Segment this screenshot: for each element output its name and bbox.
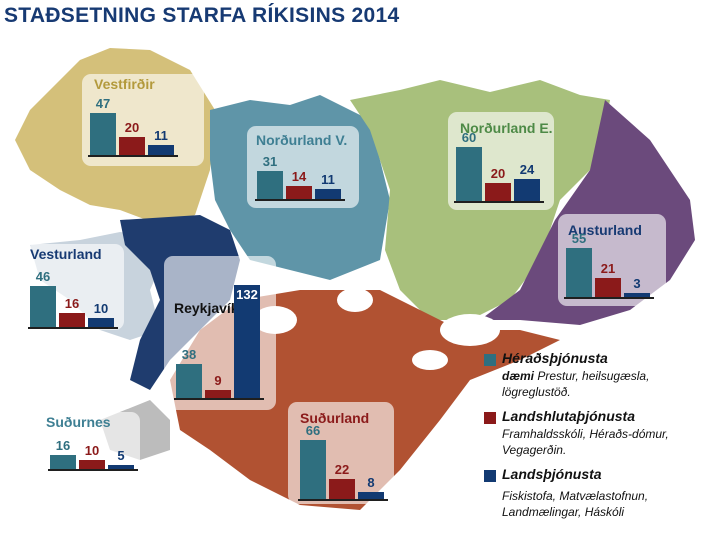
region-label-nordurland-v: Norðurland V. xyxy=(256,132,348,148)
bar-baseline xyxy=(298,499,388,501)
bar-value-label: 55 xyxy=(571,230,587,246)
region-label-vesturland: Vesturland xyxy=(30,246,102,262)
bar-su-urnes-2 xyxy=(108,464,134,469)
bar-value-label: 66 xyxy=(305,422,321,438)
bar-value-label: 22 xyxy=(334,462,350,478)
bar-value-label: 14 xyxy=(291,169,307,185)
legend-title-landsthjonusta: Landsþjónusta xyxy=(502,466,602,482)
bar-value-label: 9 xyxy=(214,372,222,388)
bar-vesturland-0 xyxy=(30,285,56,327)
bar-vesturland-2 xyxy=(88,318,114,327)
region-label-sudurland: Suðurland xyxy=(300,410,370,426)
region-label-austurland: Austurland xyxy=(568,222,642,238)
bar-value-label: 5 xyxy=(117,447,125,463)
glacier-shape xyxy=(412,350,448,370)
bar-nor-urland-v--0 xyxy=(257,171,283,199)
bar-value-label: 21 xyxy=(600,261,616,277)
bar-value-label: 11 xyxy=(154,128,168,144)
bar-value-label: 16 xyxy=(64,295,80,311)
bar-su-urland-2 xyxy=(358,491,384,499)
region-label-reykjavik: Reykjavík xyxy=(174,300,239,316)
bar-nor-urland-e--2 xyxy=(514,179,540,201)
bar-reykjav-k-2 xyxy=(234,285,260,398)
bar-value-label: 20 xyxy=(490,166,506,181)
bar-value-label: 11 xyxy=(321,172,335,188)
bar-value-label: 38 xyxy=(181,346,197,362)
legend-examples-heradsthjonusta: dæmi Prestur, heilsugæsla, lögreglustöð. xyxy=(502,368,697,400)
bar-value-label: 20 xyxy=(124,120,140,135)
legend-swatch-landsthjonusta xyxy=(484,470,496,482)
bar-nor-urland-v--2 xyxy=(315,189,341,199)
bar-value-label: 60 xyxy=(461,130,477,145)
legend-examples-landshlutathjonusta: Framhaldsskóli, Héraðs-dómur, Vegagerðin… xyxy=(502,427,669,457)
bar-value-label: 47 xyxy=(95,95,111,111)
legend-swatch-heradsthjonusta xyxy=(484,354,496,366)
bar-value-label: 10 xyxy=(93,301,109,316)
bar-baseline xyxy=(454,201,544,203)
bar-nor-urland-v--1 xyxy=(286,186,312,199)
bar-vestfir-ir-0 xyxy=(90,112,116,155)
region-label-vestfirdir: Vestfirðir xyxy=(94,76,155,92)
bar-austurland-0 xyxy=(566,247,592,297)
legend-examples-label: dæmi xyxy=(502,369,535,383)
bar-value-label: 31 xyxy=(262,154,278,170)
region-label-nordurland-e: Norðurland E. xyxy=(460,120,553,136)
glacier-shape xyxy=(337,288,373,312)
bar-value-label: 132 xyxy=(236,287,258,303)
bar-su-urland-1 xyxy=(329,479,355,499)
bar-reykjav-k-0 xyxy=(176,363,202,398)
bar-baseline xyxy=(48,469,138,471)
bar-nor-urland-e--1 xyxy=(485,183,511,201)
bar-value-label: 46 xyxy=(35,268,51,284)
bar-value-label: 8 xyxy=(367,474,375,490)
bar-vesturland-1 xyxy=(59,312,85,327)
legend-examples-landsthjonusta: Fiskistofa, Matvælastofnun, Landmælingar… xyxy=(502,489,649,519)
bar-su-urnes-1 xyxy=(79,460,105,469)
bar-value-label: 3 xyxy=(633,276,641,291)
bar-su-urnes-0 xyxy=(50,454,76,469)
bar-baseline xyxy=(88,155,178,157)
legend-title-heradsthjonusta: Héraðsþjónusta xyxy=(502,350,608,366)
bar-value-label: 10 xyxy=(84,443,100,458)
bar-austurland-2 xyxy=(624,293,650,297)
bar-su-urland-0 xyxy=(300,439,326,499)
bar-value-label: 24 xyxy=(519,162,535,178)
region-label-sudurnes: Suðurnes xyxy=(46,414,111,430)
glacier-shape xyxy=(440,314,500,346)
map-title: STAÐSETNING STARFA RÍKISINS 2014 xyxy=(4,4,400,27)
bar-value-label: 16 xyxy=(55,437,71,453)
legend-examples-text: Prestur, heilsugæsla, lögreglustöð. xyxy=(502,369,650,399)
bar-baseline xyxy=(174,398,264,400)
bar-vestfir-ir-1 xyxy=(119,137,145,155)
bar-nor-urland-e--0 xyxy=(456,147,482,201)
bar-baseline xyxy=(255,199,345,201)
bar-baseline xyxy=(564,297,654,299)
bar-austurland-1 xyxy=(595,278,621,297)
bar-baseline xyxy=(28,327,118,329)
legend-title-landshlutathjonusta: Landshlutaþjónusta xyxy=(502,408,635,424)
bar-reykjav-k-1 xyxy=(205,389,231,398)
legend-swatch-landshlutathjonusta xyxy=(484,412,496,424)
bar-vestfir-ir-2 xyxy=(148,145,174,155)
